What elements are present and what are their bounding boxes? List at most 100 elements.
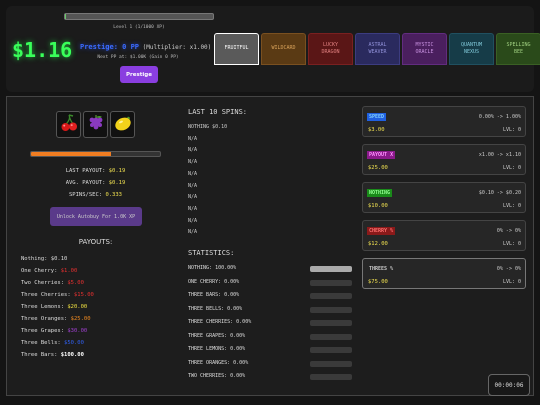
- lemon-icon: [113, 113, 133, 137]
- slot-reel: [83, 111, 108, 138]
- money-display: $1.16: [12, 38, 73, 62]
- prestige-multiplier: (Multiplier: x1.00): [142, 44, 212, 51]
- statistic-row: THREE ORANGES: 0.00%: [188, 360, 353, 368]
- last-spin-item: N/A: [188, 205, 198, 212]
- statistic-label: THREE LEMONS: 0.00%: [188, 346, 246, 352]
- upgrade-name: THREES %: [369, 266, 394, 272]
- last-spin-item: N/A: [188, 194, 198, 201]
- upgrade-name: PAYOUT X: [367, 151, 396, 159]
- statistic-label: THREE CHERRIES: 0.00%: [188, 319, 252, 325]
- tab-label-line2: BEE: [513, 49, 524, 55]
- payout-value: $100.00: [60, 352, 84, 358]
- grapes-icon: [86, 113, 106, 137]
- payout-row: Three Bells: $50.00: [21, 340, 84, 346]
- last-spin-item: N/A: [188, 217, 198, 224]
- prestige-button[interactable]: Prestige: [120, 66, 158, 83]
- statistic-bar: [310, 347, 352, 353]
- tab-lucky-dragon[interactable]: LUCKY DRAGON: [308, 33, 353, 65]
- upgrade-change: 0.00% -> 1.00%: [478, 114, 521, 120]
- upgrade-change: 0% -> 0%: [496, 266, 521, 272]
- statistic-label: TWO CHERRIES: 0.00%: [188, 373, 246, 379]
- statistic-label: THREE ORANGES: 0.00%: [188, 359, 249, 366]
- upgrade-name: CHERRY %: [367, 227, 396, 235]
- upgrade-card-threes[interactable]: THREES % 0% -> 0% $75.00 LVL: 0: [362, 258, 526, 289]
- statistic-bar: [310, 306, 352, 313]
- avg-payout-value: $0.19: [108, 180, 126, 186]
- prestige-info: Prestige: 0 PP (Multiplier: x1.00): [80, 43, 211, 51]
- last-payout-value: $0.19: [108, 168, 126, 174]
- tab-fruitful[interactable]: FRUITFUL: [214, 33, 259, 65]
- statistic-label: THREE BELLS: 0.00%: [188, 305, 243, 312]
- last-spin-item: N/A: [188, 182, 198, 189]
- payout-row: Nothing: $0.10: [21, 256, 67, 262]
- upgrade-change: $0.10 -> $0.20: [478, 190, 521, 196]
- upgrade-cost: $25.00: [368, 165, 388, 171]
- statistic-bar: [310, 333, 352, 340]
- payout-label: One Cherry:: [21, 268, 58, 274]
- tab-astral-weaver[interactable]: ASTRAL WEAVER: [355, 33, 400, 65]
- payout-value: $20.00: [67, 304, 88, 310]
- prestige-points: Prestige: 0 PP: [80, 43, 140, 51]
- statistic-bar: [310, 374, 352, 380]
- upgrade-card-speed[interactable]: SPEED 0.00% -> 1.00% $3.00 LVL: 0: [362, 106, 526, 137]
- statistic-label: THREE GRAPES: 0.00%: [188, 332, 246, 339]
- payout-label: Three Grapes:: [21, 328, 65, 334]
- statistic-bar: [310, 360, 352, 367]
- payout-value: $1.00: [60, 268, 78, 274]
- payout-value: $30.00: [67, 328, 88, 334]
- upgrade-change: 0% -> 0%: [496, 228, 521, 234]
- avg-payout-stat: AVG. PAYOUT: $0.19: [30, 180, 161, 186]
- statistic-row: THREE LEMONS: 0.00%: [188, 346, 353, 354]
- upgrade-card-nothing[interactable]: NOTHING $0.10 -> $0.20 $10.00 LVL: 0: [362, 182, 526, 213]
- upgrade-card-payout-x[interactable]: PAYOUT X x1.00 -> x1.10 $25.00 LVL: 0: [362, 144, 526, 175]
- tab-label-line1: WILDCARD: [271, 45, 296, 52]
- unlock-autobuy-button[interactable]: Unlock Autobuy For 1.0K XP: [50, 207, 142, 226]
- tab-label: WILDCARD: [271, 45, 295, 53]
- payout-value: $25.00: [70, 316, 91, 322]
- session-timer: 00:00:06: [488, 374, 530, 396]
- payout-row: Two Cherries: $5.00: [21, 280, 84, 286]
- tab-label: ASTRAL WEAVER: [368, 42, 386, 57]
- tab-label-line1: MYSTIC: [415, 41, 434, 48]
- tab-label-line1: LUCKY: [322, 41, 339, 48]
- level-label: Level 1 (1/1000 XP): [113, 25, 165, 30]
- upgrade-card-cherry[interactable]: CHERRY % 0% -> 0% $12.00 LVL: 0: [362, 220, 526, 251]
- statistic-row: THREE BELLS: 0.00%: [188, 306, 353, 314]
- tab-quantum-nexus[interactable]: QUANTUM NEXUS: [449, 33, 494, 65]
- tab-spelling-bee[interactable]: SPELLING BEE: [496, 33, 540, 65]
- payout-row: Three Grapes: $30.00: [21, 328, 87, 334]
- last-spin-item: N/A: [188, 170, 198, 177]
- statistic-row: TWO CHERRIES: 0.00%: [188, 373, 353, 381]
- tab-label: FRUITFUL: [224, 45, 248, 53]
- statistic-row: THREE CHERRIES: 0.00%: [188, 319, 353, 327]
- payout-value: $50.00: [64, 340, 84, 346]
- tab-label: SPELLING BEE: [506, 42, 530, 57]
- tab-label: QUANTUM NEXUS: [461, 42, 482, 57]
- upgrade-lvl: LVL: 0: [502, 127, 521, 133]
- last-spins-title: LAST 10 SPINS:: [188, 108, 248, 116]
- upgrade-change: x1.00 -> x1.10: [478, 152, 521, 158]
- tab-label: MYSTIC ORACLE: [415, 42, 433, 57]
- tab-label-line2: DRAGON: [321, 49, 340, 55]
- statistic-bar: [310, 320, 352, 326]
- tab-mystic-oracle[interactable]: MYSTIC ORACLE: [402, 33, 447, 65]
- last-payout-label: LAST PAYOUT:: [65, 168, 106, 174]
- tab-label-line2: WEAVER: [368, 49, 387, 55]
- upgrade-lvl: LVL: 0: [502, 203, 521, 209]
- statistic-label: ONE CHERRY: 0.00%: [188, 278, 240, 285]
- xp-progress-bar: [64, 13, 214, 20]
- upgrade-cost: $75.00: [368, 279, 388, 285]
- machine-tabs: FRUITFUL WILDCARD LUCKY DRAGON ASTRAL WEAVER M…: [214, 33, 540, 65]
- slot-reel: [56, 111, 81, 138]
- last-spin-item: N/A: [188, 229, 198, 236]
- slot-reels: [56, 111, 135, 138]
- payout-label: Three Oranges:: [21, 316, 68, 322]
- last-spin-item: NOTHING $0.10: [188, 124, 228, 130]
- tab-wildcard[interactable]: WILDCARD: [261, 33, 306, 65]
- spins-sec-stat: SPINS/SEC: 0.333: [30, 192, 161, 198]
- slot-reel: [110, 111, 135, 138]
- payout-row: Three Lemons: $20.00: [21, 304, 87, 310]
- statistic-bar: [310, 266, 352, 272]
- upgrade-lvl: LVL: 0: [502, 279, 521, 285]
- payout-row: One Cherry: $1.00: [21, 268, 77, 274]
